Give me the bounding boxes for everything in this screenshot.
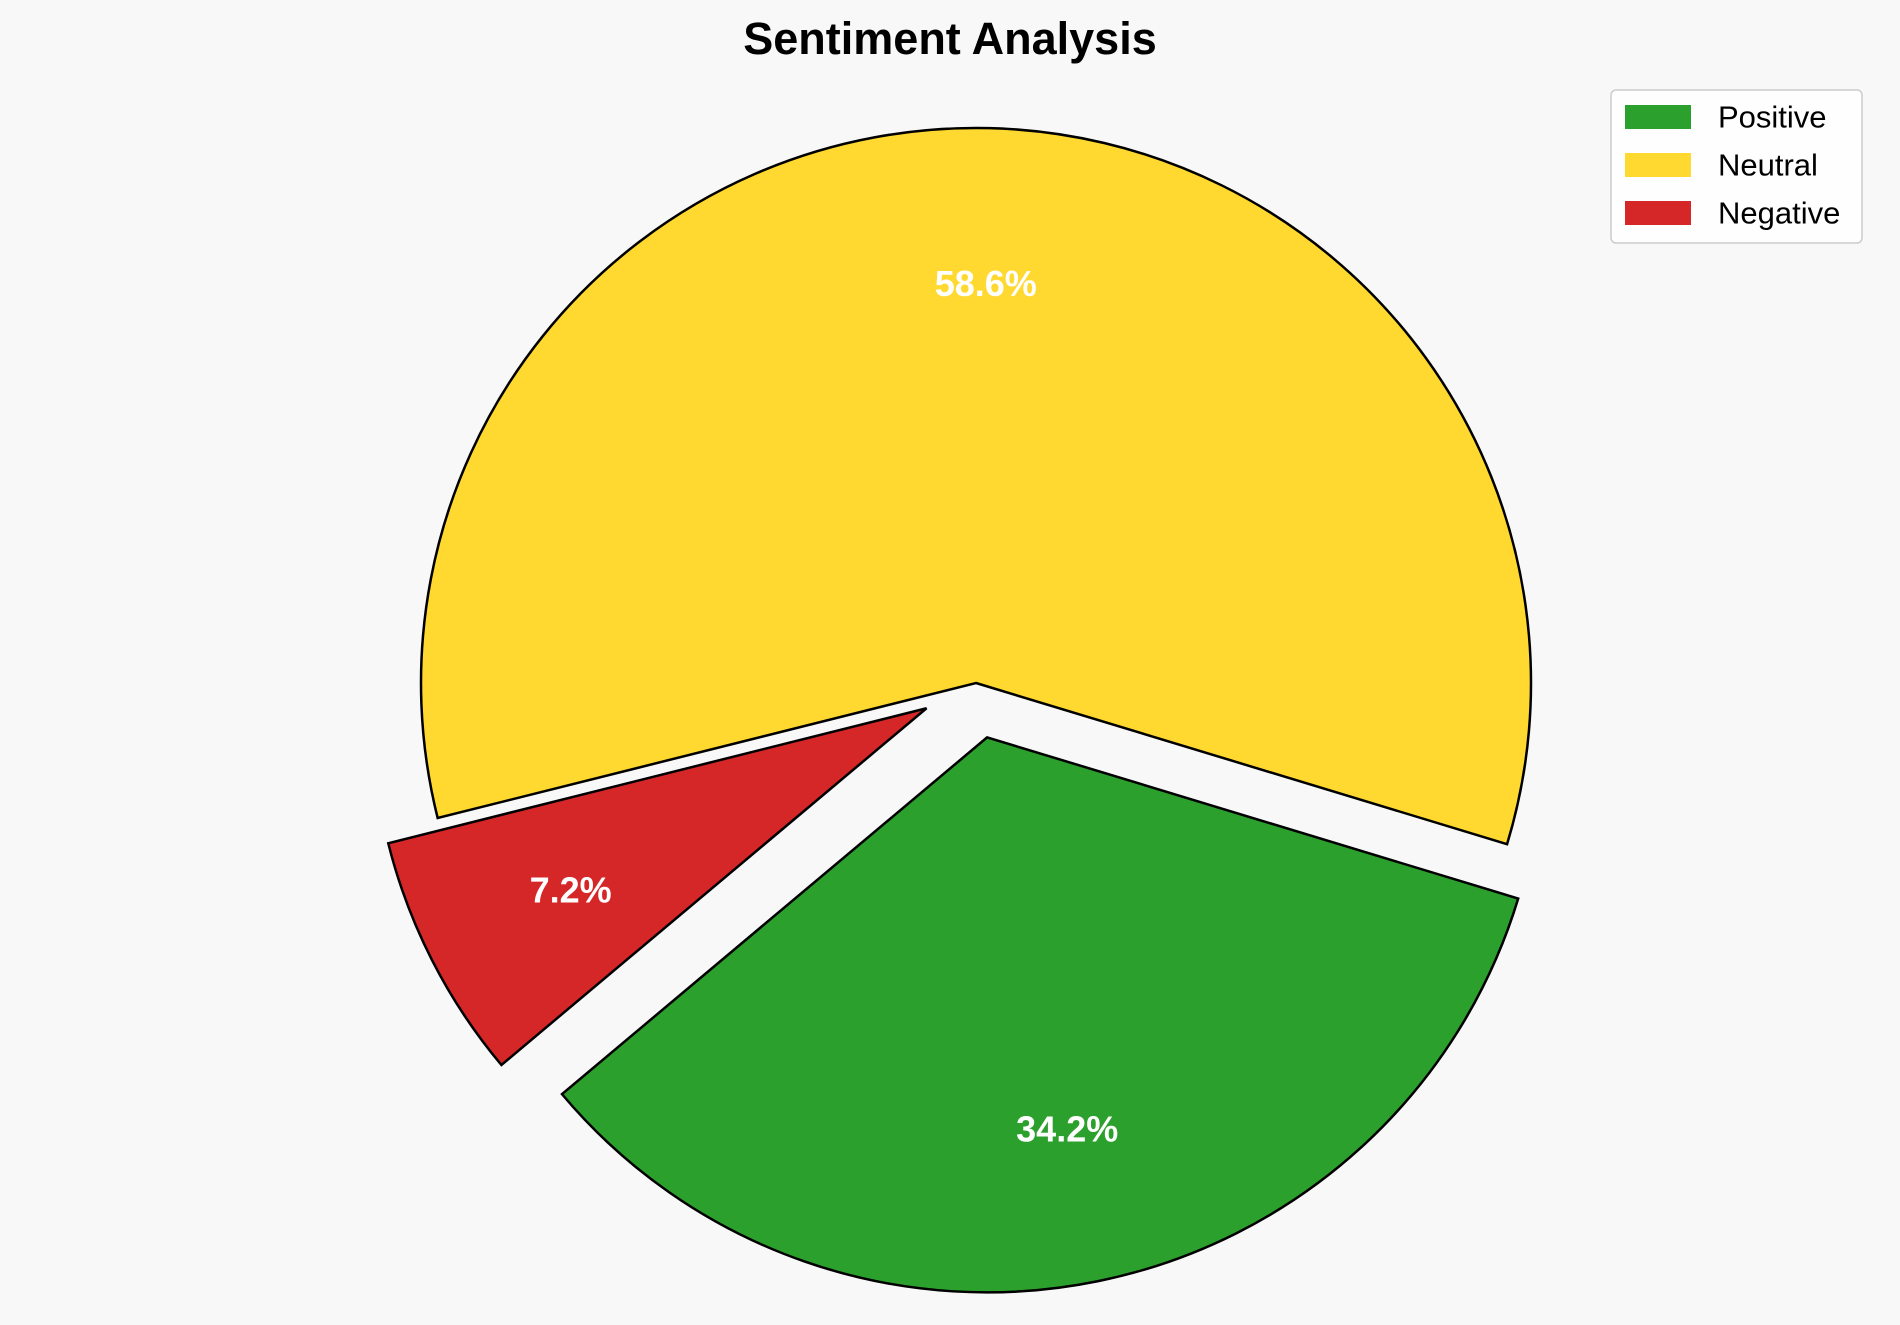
slice-labels: 34.2% 58.6% 7.2%: [530, 263, 1119, 1149]
legend-label-positive: Positive: [1718, 100, 1827, 135]
legend-swatch-neutral: [1625, 153, 1691, 177]
pie-slice-positive: [560, 735, 1520, 1294]
pie-slice-negative: [386, 707, 928, 1067]
slice-label-positive: 34.2%: [1016, 1108, 1118, 1149]
legend-swatch-negative: [1625, 201, 1691, 225]
legend-items: Positive Neutral Negative: [1625, 100, 1840, 231]
legend-swatch-positive: [1625, 105, 1691, 129]
legend-label-negative: Negative: [1718, 196, 1840, 231]
legend-label-neutral: Neutral: [1718, 148, 1818, 183]
chart-title: Sentiment Analysis: [743, 13, 1156, 64]
slice-label-neutral: 58.6%: [935, 263, 1037, 304]
pie-slice-neutral: [419, 126, 1533, 846]
slice-label-negative: 7.2%: [530, 869, 612, 910]
legend: Positive Neutral Negative: [1610, 89, 1863, 244]
pie-slices: [386, 126, 1533, 1294]
